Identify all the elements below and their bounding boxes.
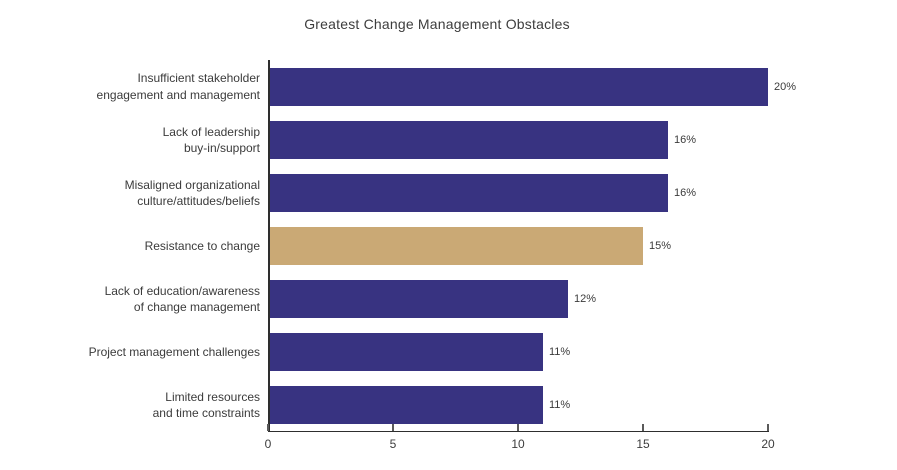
bar-zone: 16% [268,173,697,212]
value-label: 12% [574,293,597,306]
bar-row: Resistance to change 15% [0,219,897,272]
value-label: 11% [549,399,571,412]
bar-zone: 11% [268,386,571,425]
category-label: Lack of leadership buy-in/support [162,124,260,155]
x-tick-label: 10 [511,437,525,451]
bar-zone: 11% [268,333,571,372]
bar-row: Misaligned organizational culture/attitu… [0,166,897,219]
x-tick-mark [767,424,769,431]
bar-row: Insufficient stakeholder engagement and … [0,60,897,113]
x-axis-line [268,430,769,433]
category-label: Insufficient stakeholder engagement and … [96,71,260,102]
x-tick-mark [392,424,394,431]
bar [268,280,568,319]
bar [268,173,668,212]
value-label: 11% [549,346,571,359]
bar [268,120,668,159]
category-label: Resistance to change [144,238,260,253]
value-label: 16% [674,133,697,146]
bar-row: Lack of leadership buy-in/support 16% [0,113,897,166]
x-tick-label: 20 [761,437,775,451]
x-tick-mark [517,424,519,431]
category-label: Misaligned organizational culture/attitu… [124,177,260,208]
x-tick-mark [267,424,269,431]
bar [268,333,543,372]
value-label: 16% [674,186,697,199]
x-tick-mark [642,424,644,431]
rows: Insufficient stakeholder engagement and … [0,60,897,432]
chart-title: Greatest Change Management Obstacles [304,16,570,32]
x-tick-label: 5 [389,437,397,451]
y-axis-line [268,60,270,432]
value-label: 15% [649,239,672,252]
bar-zone: 16% [268,120,697,159]
x-tick-label: 15 [636,437,650,451]
category-label: Limited resources and time constraints [152,390,260,421]
bar-row: Lack of education/awareness of change ma… [0,273,897,326]
category-label: Project management challenges [88,345,260,360]
x-tick-label: 0 [264,437,272,451]
value-label: 20% [774,80,797,93]
bar [268,67,768,106]
bar-zone: 20% [268,67,797,106]
bar-row: Project management challenges 11% [0,326,897,379]
bar [268,226,643,265]
category-label: Lack of education/awareness of change ma… [104,283,260,315]
bar-zone: 15% [268,226,672,265]
bar [268,386,543,425]
bar-zone: 12% [268,280,597,319]
bar-row: Limited resources and time constraints 1… [0,379,897,432]
